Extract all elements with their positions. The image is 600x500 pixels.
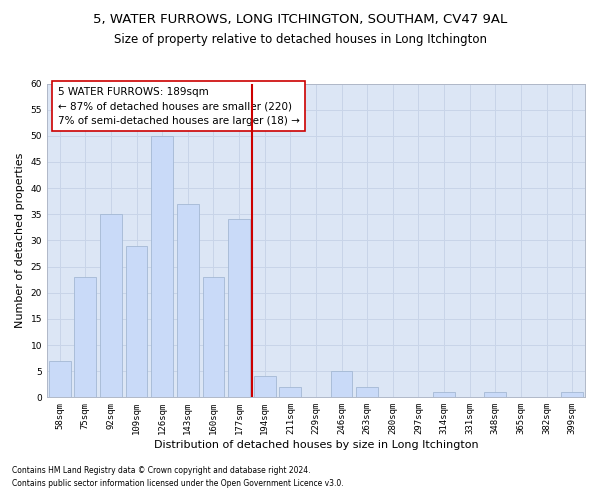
Bar [228, 220, 250, 398]
Bar [100, 214, 122, 398]
Y-axis label: Number of detached properties: Number of detached properties [15, 152, 25, 328]
Bar [433, 392, 455, 398]
Text: 5, WATER FURROWS, LONG ITCHINGTON, SOUTHAM, CV47 9AL: 5, WATER FURROWS, LONG ITCHINGTON, SOUTH… [93, 12, 507, 26]
Bar [203, 277, 224, 398]
Bar [74, 277, 96, 398]
Bar [561, 392, 583, 398]
Bar [484, 392, 506, 398]
Bar [254, 376, 275, 398]
Bar [151, 136, 173, 398]
Text: Contains public sector information licensed under the Open Government Licence v3: Contains public sector information licen… [12, 478, 344, 488]
Text: 5 WATER FURROWS: 189sqm
← 87% of detached houses are smaller (220)
7% of semi-de: 5 WATER FURROWS: 189sqm ← 87% of detache… [58, 86, 299, 126]
Bar [177, 204, 199, 398]
Bar [126, 246, 148, 398]
Bar [331, 371, 352, 398]
Bar [356, 387, 378, 398]
Bar [280, 387, 301, 398]
Text: Contains HM Land Registry data © Crown copyright and database right 2024.: Contains HM Land Registry data © Crown c… [12, 466, 311, 475]
X-axis label: Distribution of detached houses by size in Long Itchington: Distribution of detached houses by size … [154, 440, 478, 450]
Bar [49, 360, 71, 398]
Text: Size of property relative to detached houses in Long Itchington: Size of property relative to detached ho… [113, 32, 487, 46]
